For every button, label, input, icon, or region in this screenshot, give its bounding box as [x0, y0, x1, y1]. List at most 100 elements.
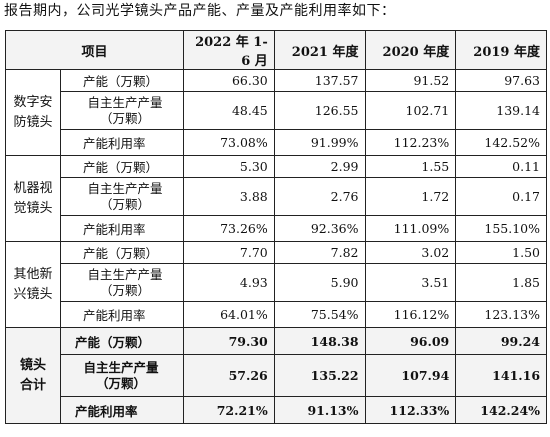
cell-value: 111.09% — [364, 215, 457, 242]
cell-value: 0.11 — [455, 155, 548, 178]
cell-value: 99.24 — [455, 327, 548, 355]
header-row: 项目 2022 年 1-6 月 2021 年度 2020 年度 2019 年度 — [4, 30, 548, 70]
group-machine-vision: 机器视 觉镜头 产能（万颗） 5.30 2.99 1.55 0.11 自主生产产… — [5, 155, 548, 242]
table-row: 产能利用率 73.26% 92.36% 111.09% 155.10% — [6, 215, 548, 242]
table-row: 数字安 防镜头 产能（万颗） 66.30 137.57 91.52 97.63 — [5, 69, 548, 156]
table-row: 自主生产产量 （万颗） 3.88 2.76 1.72 0.17 — [6, 177, 548, 216]
table-row: 产能利用率 73.08% 91.99% 112.23% 142.52% — [6, 129, 548, 156]
row-label-line: 自主生产产量 — [83, 359, 159, 375]
cell-value: 142.24% — [455, 396, 548, 424]
cell-value: 135.22 — [273, 354, 366, 397]
row-label-line: 自主生产产量 — [87, 266, 163, 282]
group-total: 镜头 合计 产能（万颗） 79.30 148.38 96.09 99.24 自主… — [5, 327, 548, 424]
cell-value: 2.76 — [273, 177, 366, 216]
cell-value: 73.26% — [183, 215, 275, 242]
cell-value: 48.45 — [183, 91, 275, 130]
row-label-utilization: 产能利用率 — [59, 396, 185, 424]
cell-value: 1.72 — [364, 177, 457, 216]
row-label-line: （万颗） — [99, 282, 150, 298]
row-label-capacity: 产能（万颗） — [59, 69, 185, 92]
cell-value: 5.90 — [273, 263, 366, 302]
table-row: 自主生产产量 （万颗） 4.93 5.90 3.51 1.85 — [6, 263, 548, 302]
table-row: 产能利用率 72.21% 91.13% 112.33% 142.24% — [6, 396, 548, 424]
cell-value: 96.09 — [364, 327, 457, 355]
cell-value: 107.94 — [364, 354, 457, 397]
cell-value: 148.38 — [273, 327, 366, 355]
group-other-emerging: 其他新 兴镜头 产能（万颗） 7.70 7.82 3.02 1.50 自主生产产… — [5, 241, 548, 328]
cell-value: 0.17 — [455, 177, 548, 216]
group-name-line: 机器视 — [13, 180, 53, 196]
row-label-capacity: 产能（万颗） — [59, 241, 185, 264]
cell-value: 112.23% — [364, 129, 457, 156]
group-name-line: 防镜头 — [13, 114, 53, 130]
group-name-line: 合计 — [19, 377, 46, 393]
cell-value: 75.54% — [273, 301, 366, 328]
group-name-line: 镜头 — [19, 357, 46, 373]
group-name-line: 兴镜头 — [13, 286, 53, 302]
group-name: 机器视 觉镜头 — [5, 155, 61, 242]
cell-value: 1.85 — [455, 263, 548, 302]
row-label-line: （万颗） — [99, 110, 150, 126]
cell-value: 4.93 — [183, 263, 275, 302]
cell-value: 79.30 — [183, 327, 275, 355]
cell-value: 91.13% — [273, 396, 366, 424]
header-year: 2021 年度 — [273, 30, 366, 70]
group-name-line: 数字安 — [13, 94, 53, 110]
table-row: 机器视 觉镜头 产能（万颗） 5.30 2.99 1.55 0.11 — [5, 155, 548, 242]
cell-value: 112.33% — [364, 396, 457, 424]
header-year: 2020 年度 — [364, 30, 457, 70]
cell-value: 116.12% — [364, 301, 457, 328]
cell-value: 137.57 — [273, 69, 366, 92]
cell-value: 57.26 — [183, 354, 275, 397]
row-label-line: （万颗） — [95, 375, 146, 391]
capacity-table: 项目 2022 年 1-6 月 2021 年度 2020 年度 2019 年度 … — [4, 30, 548, 424]
group-name: 数字安 防镜头 — [5, 69, 61, 156]
cell-value: 2.99 — [273, 155, 366, 178]
cell-value: 7.70 — [183, 241, 275, 264]
header-item: 项目 — [4, 30, 185, 70]
row-label-capacity: 产能（万颗） — [59, 155, 185, 178]
cell-value: 5.30 — [183, 155, 275, 178]
cell-value: 1.55 — [364, 155, 457, 178]
intro-text: 报告期内，公司光学镜头产品产能、产量及产能利用率如下： — [4, 3, 396, 19]
cell-value: 141.16 — [455, 354, 548, 397]
cell-value: 142.52% — [455, 129, 548, 156]
cell-value: 155.10% — [455, 215, 548, 242]
row-label-line: 自主生产产量 — [87, 180, 163, 196]
cell-value: 139.14 — [455, 91, 548, 130]
cell-value: 3.51 — [364, 263, 457, 302]
cell-value: 3.02 — [364, 241, 457, 264]
cell-value: 91.99% — [273, 129, 366, 156]
header-year: 2022 年 1-6 月 — [183, 30, 275, 70]
cell-value: 3.88 — [183, 177, 275, 216]
cell-value: 97.63 — [455, 69, 548, 92]
cell-value: 91.52 — [364, 69, 457, 92]
row-label-line: 自主生产产量 — [87, 94, 163, 110]
cell-value: 72.21% — [183, 396, 275, 424]
table-row: 其他新 兴镜头 产能（万颗） 7.70 7.82 3.02 1.50 — [5, 241, 548, 328]
row-label-utilization: 产能利用率 — [59, 301, 185, 328]
group-name-line: 其他新 — [13, 266, 53, 282]
group-name: 其他新 兴镜头 — [5, 241, 61, 328]
cell-value: 92.36% — [273, 215, 366, 242]
row-label-output: 自主生产产量 （万颗） — [59, 177, 185, 216]
row-label-line: （万颗） — [99, 196, 150, 212]
row-label-utilization: 产能利用率 — [59, 129, 185, 156]
group-name: 镜头 合计 — [5, 327, 61, 424]
cell-value: 66.30 — [183, 69, 275, 92]
table-row: 自主生产产量 （万颗） 57.26 135.22 107.94 141.16 — [6, 354, 548, 397]
row-label-capacity: 产能（万颗） — [59, 327, 185, 355]
table-row: 产能利用率 64.01% 75.54% 116.12% 123.13% — [6, 301, 548, 328]
group-name-line: 觉镜头 — [13, 200, 53, 216]
table-row: 自主生产产量 （万颗） 48.45 126.55 102.71 139.14 — [6, 91, 548, 130]
row-label-utilization: 产能利用率 — [59, 215, 185, 242]
row-label-output: 自主生产产量 （万颗） — [59, 91, 185, 130]
header-year: 2019 年度 — [455, 30, 548, 70]
row-label-output: 自主生产产量 （万颗） — [59, 263, 185, 302]
cell-value: 7.82 — [273, 241, 366, 264]
cell-value: 73.08% — [183, 129, 275, 156]
cell-value: 102.71 — [364, 91, 457, 130]
group-digital-security: 数字安 防镜头 产能（万颗） 66.30 137.57 91.52 97.63 … — [5, 69, 548, 156]
cell-value: 1.50 — [455, 241, 548, 264]
row-label-output: 自主生产产量 （万颗） — [59, 354, 185, 397]
